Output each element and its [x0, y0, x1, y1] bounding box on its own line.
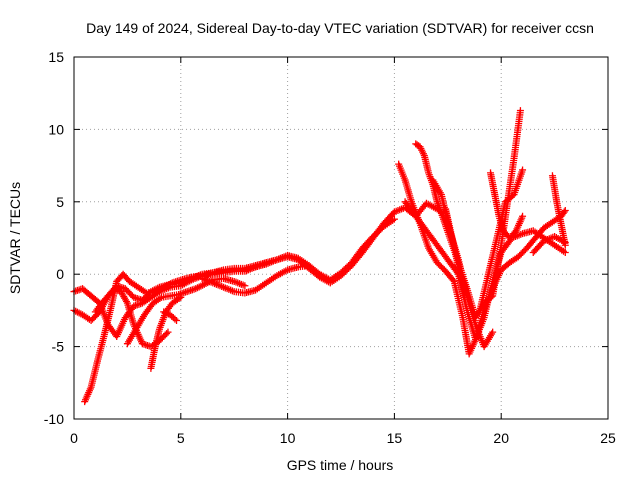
- y-tick-label: -10: [44, 411, 64, 427]
- y-tick-label: 10: [48, 121, 64, 137]
- y-tick-label: 0: [56, 266, 64, 282]
- data-point: [519, 166, 527, 174]
- x-tick-label: 5: [177, 430, 185, 446]
- data-point: [122, 298, 130, 306]
- data-point: [489, 328, 497, 336]
- data-point: [160, 308, 168, 316]
- y-tick-label: 5: [56, 194, 64, 210]
- series-trace-17: [529, 233, 569, 256]
- ticks: 0 5 10 15 20 25 -10 -5 0 5 10 15: [44, 49, 616, 446]
- data-point: [177, 293, 185, 301]
- data-point: [163, 309, 171, 317]
- series-trace-11: [401, 198, 569, 343]
- x-tick-label: 25: [600, 430, 616, 446]
- data-point: [262, 259, 270, 267]
- data-point: [561, 206, 569, 214]
- data-point: [163, 330, 171, 338]
- data-point: [561, 248, 569, 256]
- data-point: [161, 309, 169, 317]
- data-layer: [70, 107, 569, 406]
- data-point: [561, 238, 569, 246]
- data-point: [111, 285, 119, 293]
- data-point: [449, 276, 457, 284]
- series-trace-15: [487, 169, 527, 242]
- data-point: [173, 317, 181, 325]
- y-axis-label: SDTVAR / TECUs: [7, 182, 23, 294]
- data-point: [241, 282, 249, 290]
- series-trace-16: [548, 172, 569, 249]
- y-tick-label: -5: [52, 339, 65, 355]
- data-point: [305, 262, 313, 270]
- series-trace-7: [160, 308, 181, 325]
- x-tick-label: 0: [70, 430, 78, 446]
- y-tick-label: 15: [48, 49, 64, 65]
- chart-title: Day 149 of 2024, Sidereal Day-to-day VTE…: [86, 20, 594, 36]
- data-point: [519, 212, 527, 220]
- data-point: [164, 328, 172, 336]
- series-trace-13: [442, 205, 469, 300]
- data-point: [114, 286, 122, 294]
- plot-frame: [73, 56, 609, 420]
- x-axis-label: GPS time / hours: [287, 457, 394, 473]
- data-point: [516, 107, 524, 115]
- data-point: [112, 285, 120, 293]
- data-point: [461, 292, 469, 300]
- data-point: [171, 315, 179, 323]
- x-tick-label: 15: [387, 430, 403, 446]
- x-tick-label: 20: [493, 430, 509, 446]
- series-trace-3: [81, 259, 270, 406]
- x-tick-label: 10: [280, 430, 296, 446]
- data-point: [390, 215, 398, 223]
- series-trace-8: [198, 262, 313, 297]
